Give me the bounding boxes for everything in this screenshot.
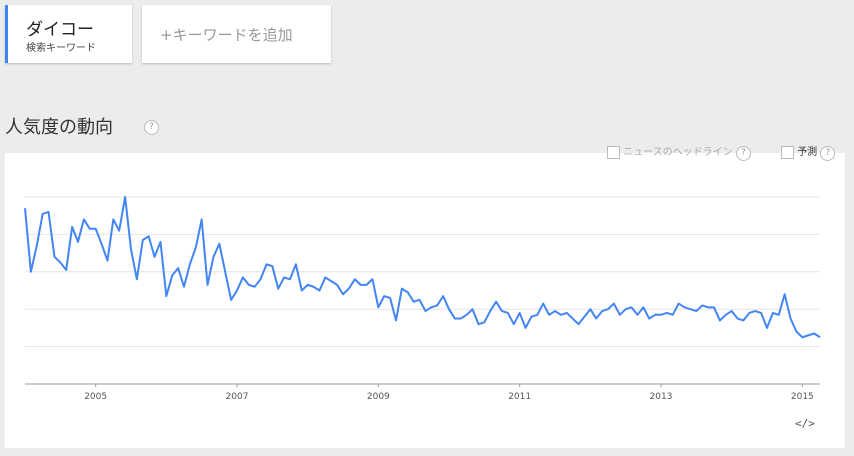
x-tick-label: 2013 xyxy=(650,392,673,402)
forecast-label: 予測 xyxy=(797,147,818,158)
chart-panel: ニュースのヘッドライン ? 予測 ? </> xyxy=(5,145,845,448)
help-icon[interactable]: ? xyxy=(144,120,159,135)
add-term-card[interactable]: +キーワードを追加 xyxy=(142,5,331,63)
help-icon[interactable]: ? xyxy=(735,146,751,161)
news-label: ニュースのヘッドライン xyxy=(623,147,733,158)
x-tick-label: 2011 xyxy=(508,392,531,402)
x-tick-label: 2005 xyxy=(84,392,107,402)
news-toggle[interactable]: ニュースのヘッドライン ? xyxy=(607,143,751,161)
add-term: +キーワードを追加 xyxy=(160,26,293,44)
forecast-toggle[interactable]: 予測 ? xyxy=(781,143,836,161)
x-tick-label: 2015 xyxy=(791,392,814,402)
term-caption: 検索キーワード xyxy=(26,43,96,54)
help-icon[interactable]: ? xyxy=(820,146,836,161)
x-tick-label: 2007 xyxy=(226,392,249,402)
embed-button[interactable]: </> xyxy=(795,417,815,430)
x-tick-label: 2009 xyxy=(367,392,390,402)
term: ダイコー xyxy=(26,20,94,40)
term-card[interactable]: ダイコー 検索キーワード xyxy=(5,5,132,63)
trend-line xyxy=(24,196,821,339)
heading: 人気度の動向 xyxy=(5,117,113,138)
